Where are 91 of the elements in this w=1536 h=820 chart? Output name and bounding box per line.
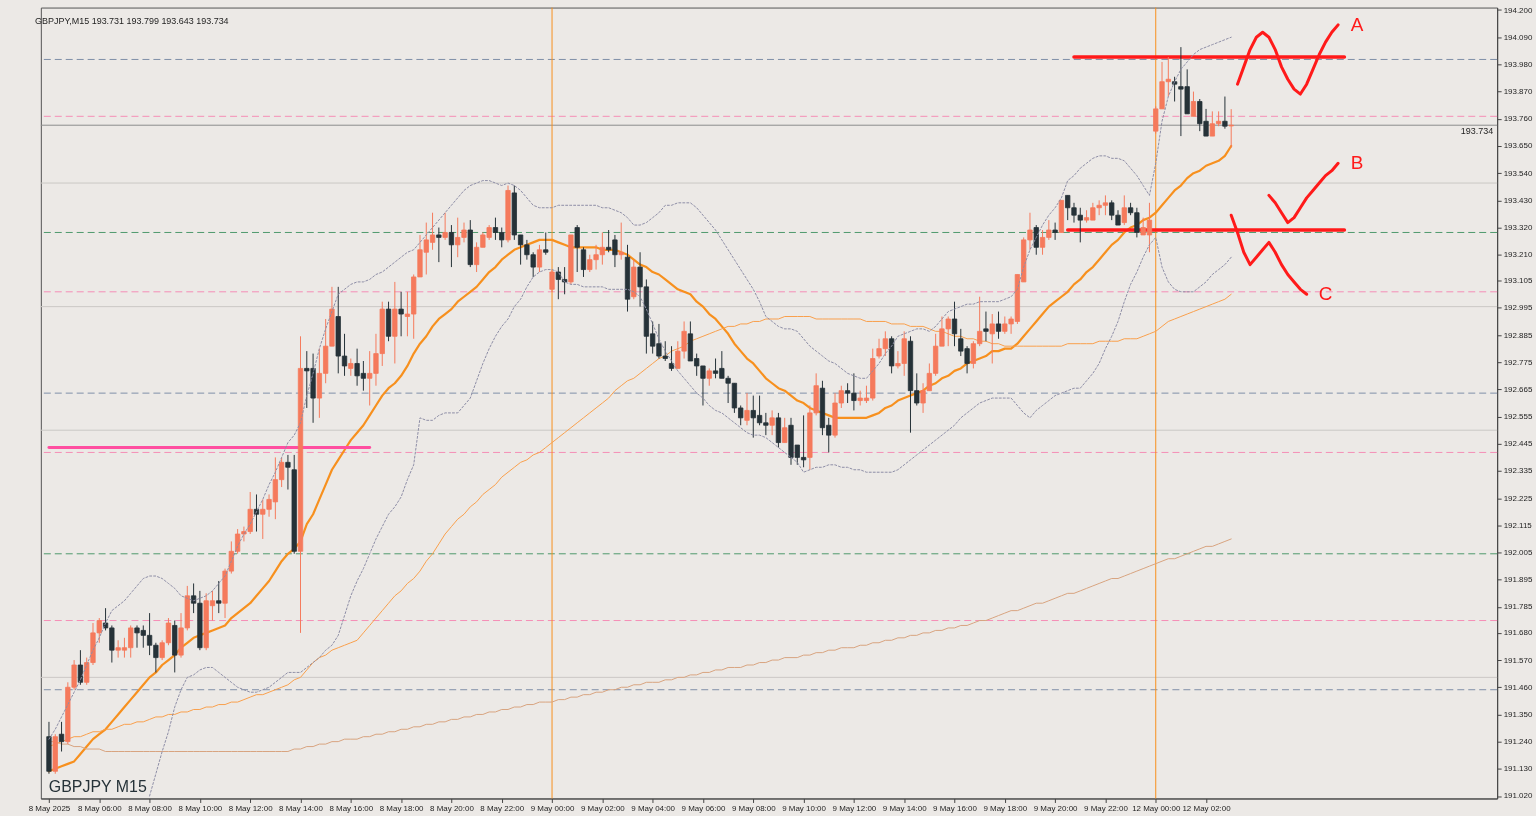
candlestick (1171, 76, 1178, 102)
candlestick (769, 409, 775, 436)
x-tick-label: 9 May 02:00 (580, 803, 626, 813)
candlestick (398, 291, 404, 337)
annotation: GBPJPY M15 (48, 777, 147, 795)
y-tick-label: 192.225 (1503, 493, 1533, 503)
y-tick-label: 192.445 (1503, 439, 1533, 449)
x-tick-label: 8 May 06:00 (77, 803, 123, 813)
x-tick-label: 12 May 00:00 (1132, 803, 1181, 813)
y-tick-label: 193.650 (1503, 141, 1533, 151)
candlestick (668, 345, 675, 372)
x-tick-label: 9 May 08:00 (731, 803, 777, 813)
series-label: A (1350, 13, 1364, 35)
candlestick (1222, 96, 1228, 130)
y-tick-label: 192.115 (1503, 520, 1533, 530)
x-tick-label: 8 May 22:00 (480, 803, 525, 813)
candlestick (782, 417, 788, 444)
candlestick (995, 311, 1002, 340)
y-tick-label: 191.240 (1503, 737, 1533, 747)
y-tick-label: 191.020 (1503, 791, 1533, 801)
y-tick-label: 191.130 (1503, 764, 1533, 774)
candlestick (1121, 194, 1127, 226)
candlestick (1190, 91, 1197, 117)
x-tick-label: 9 May 00:00 (530, 803, 575, 813)
line-series (1267, 161, 1340, 225)
y-tick-label: 192.995 (1503, 303, 1533, 313)
x-tick-label: 8 May 12:00 (228, 803, 274, 813)
x-tick-label: 9 May 16:00 (933, 803, 978, 813)
ref-line-label: 193.734 (1460, 126, 1494, 137)
candlestick (744, 392, 750, 426)
candlestick (1033, 224, 1039, 256)
x-tick-label: 9 May 22:00 (1084, 803, 1129, 813)
candlestick (983, 311, 989, 342)
candlestick (989, 313, 995, 364)
y-tick-label: 192.005 (1503, 548, 1533, 558)
x-tick-label: 9 May 20:00 (1033, 803, 1079, 813)
candlestick (442, 212, 448, 241)
candlestick (1228, 108, 1234, 149)
y-tick-label: 192.335 (1503, 466, 1533, 476)
y-tick-label: 193.870 (1503, 87, 1533, 97)
x-tick-label: 9 May 14:00 (882, 803, 928, 813)
line-series (149, 236, 1232, 797)
y-tick-label: 193.105 (1503, 276, 1533, 286)
y-tick-label: 192.665 (1503, 384, 1533, 394)
x-tick-label: 8 May 10:00 (178, 803, 223, 813)
x-tick-label: 8 May 18:00 (379, 803, 425, 813)
y-tick-label: 192.775 (1503, 357, 1533, 367)
candlestick (951, 301, 958, 347)
series-label: B (1350, 152, 1364, 174)
candlestick (618, 222, 624, 261)
candlestick (448, 224, 455, 268)
y-tick-label: 192.555 (1503, 412, 1533, 422)
y-tick-label: 193.760 (1503, 114, 1533, 124)
y-tick-label: 191.895 (1503, 575, 1533, 585)
y-tick-label: 193.430 (1503, 195, 1533, 205)
x-tick-label: 9 May 12:00 (832, 803, 877, 813)
candlestick (574, 224, 580, 273)
candlestick (285, 454, 291, 491)
x-tick-label: 8 May 2025 (28, 803, 71, 813)
candlestick (562, 266, 568, 295)
candlestick (543, 231, 549, 256)
y-tick-label: 191.350 (1503, 709, 1533, 719)
y-tick-label: 193.980 (1503, 59, 1533, 69)
candlestick (580, 246, 587, 278)
y-tick-label: 191.785 (1503, 602, 1533, 612)
candlestick (436, 227, 442, 263)
candlestick (216, 580, 222, 614)
y-tick-label: 194.200 (1503, 5, 1533, 15)
candlestick (536, 244, 543, 273)
x-tick-label: 9 May 18:00 (983, 803, 1028, 813)
y-tick-label: 193.540 (1503, 168, 1533, 178)
y-tick-label: 193.210 (1503, 250, 1533, 260)
y-tick-label: 194.090 (1503, 32, 1533, 42)
x-tick-label: 9 May 06:00 (681, 803, 726, 813)
x-tick-label: 12 May 02:00 (1182, 803, 1232, 813)
y-tick-label: 193.320 (1503, 223, 1533, 233)
x-tick-label: 8 May 14:00 (279, 803, 324, 813)
y-tick-label: 192.885 (1503, 330, 1533, 340)
candlestick (58, 721, 65, 753)
x-tick-label: 8 May 08:00 (128, 803, 173, 813)
x-tick-label: 8 May 20:00 (430, 803, 475, 813)
y-tick-label: 191.680 (1503, 628, 1533, 638)
series-label: C (1318, 283, 1333, 305)
y-tick-label: 191.460 (1503, 682, 1533, 692)
candlestick (555, 266, 561, 300)
x-tick-label: 9 May 04:00 (631, 803, 676, 813)
x-tick-label: 9 May 10:00 (782, 803, 827, 813)
candlestick (1052, 222, 1058, 241)
candlestick (549, 269, 555, 293)
x-tick-label: 8 May 16:00 (329, 803, 374, 813)
y-tick-label: 191.570 (1503, 655, 1533, 665)
